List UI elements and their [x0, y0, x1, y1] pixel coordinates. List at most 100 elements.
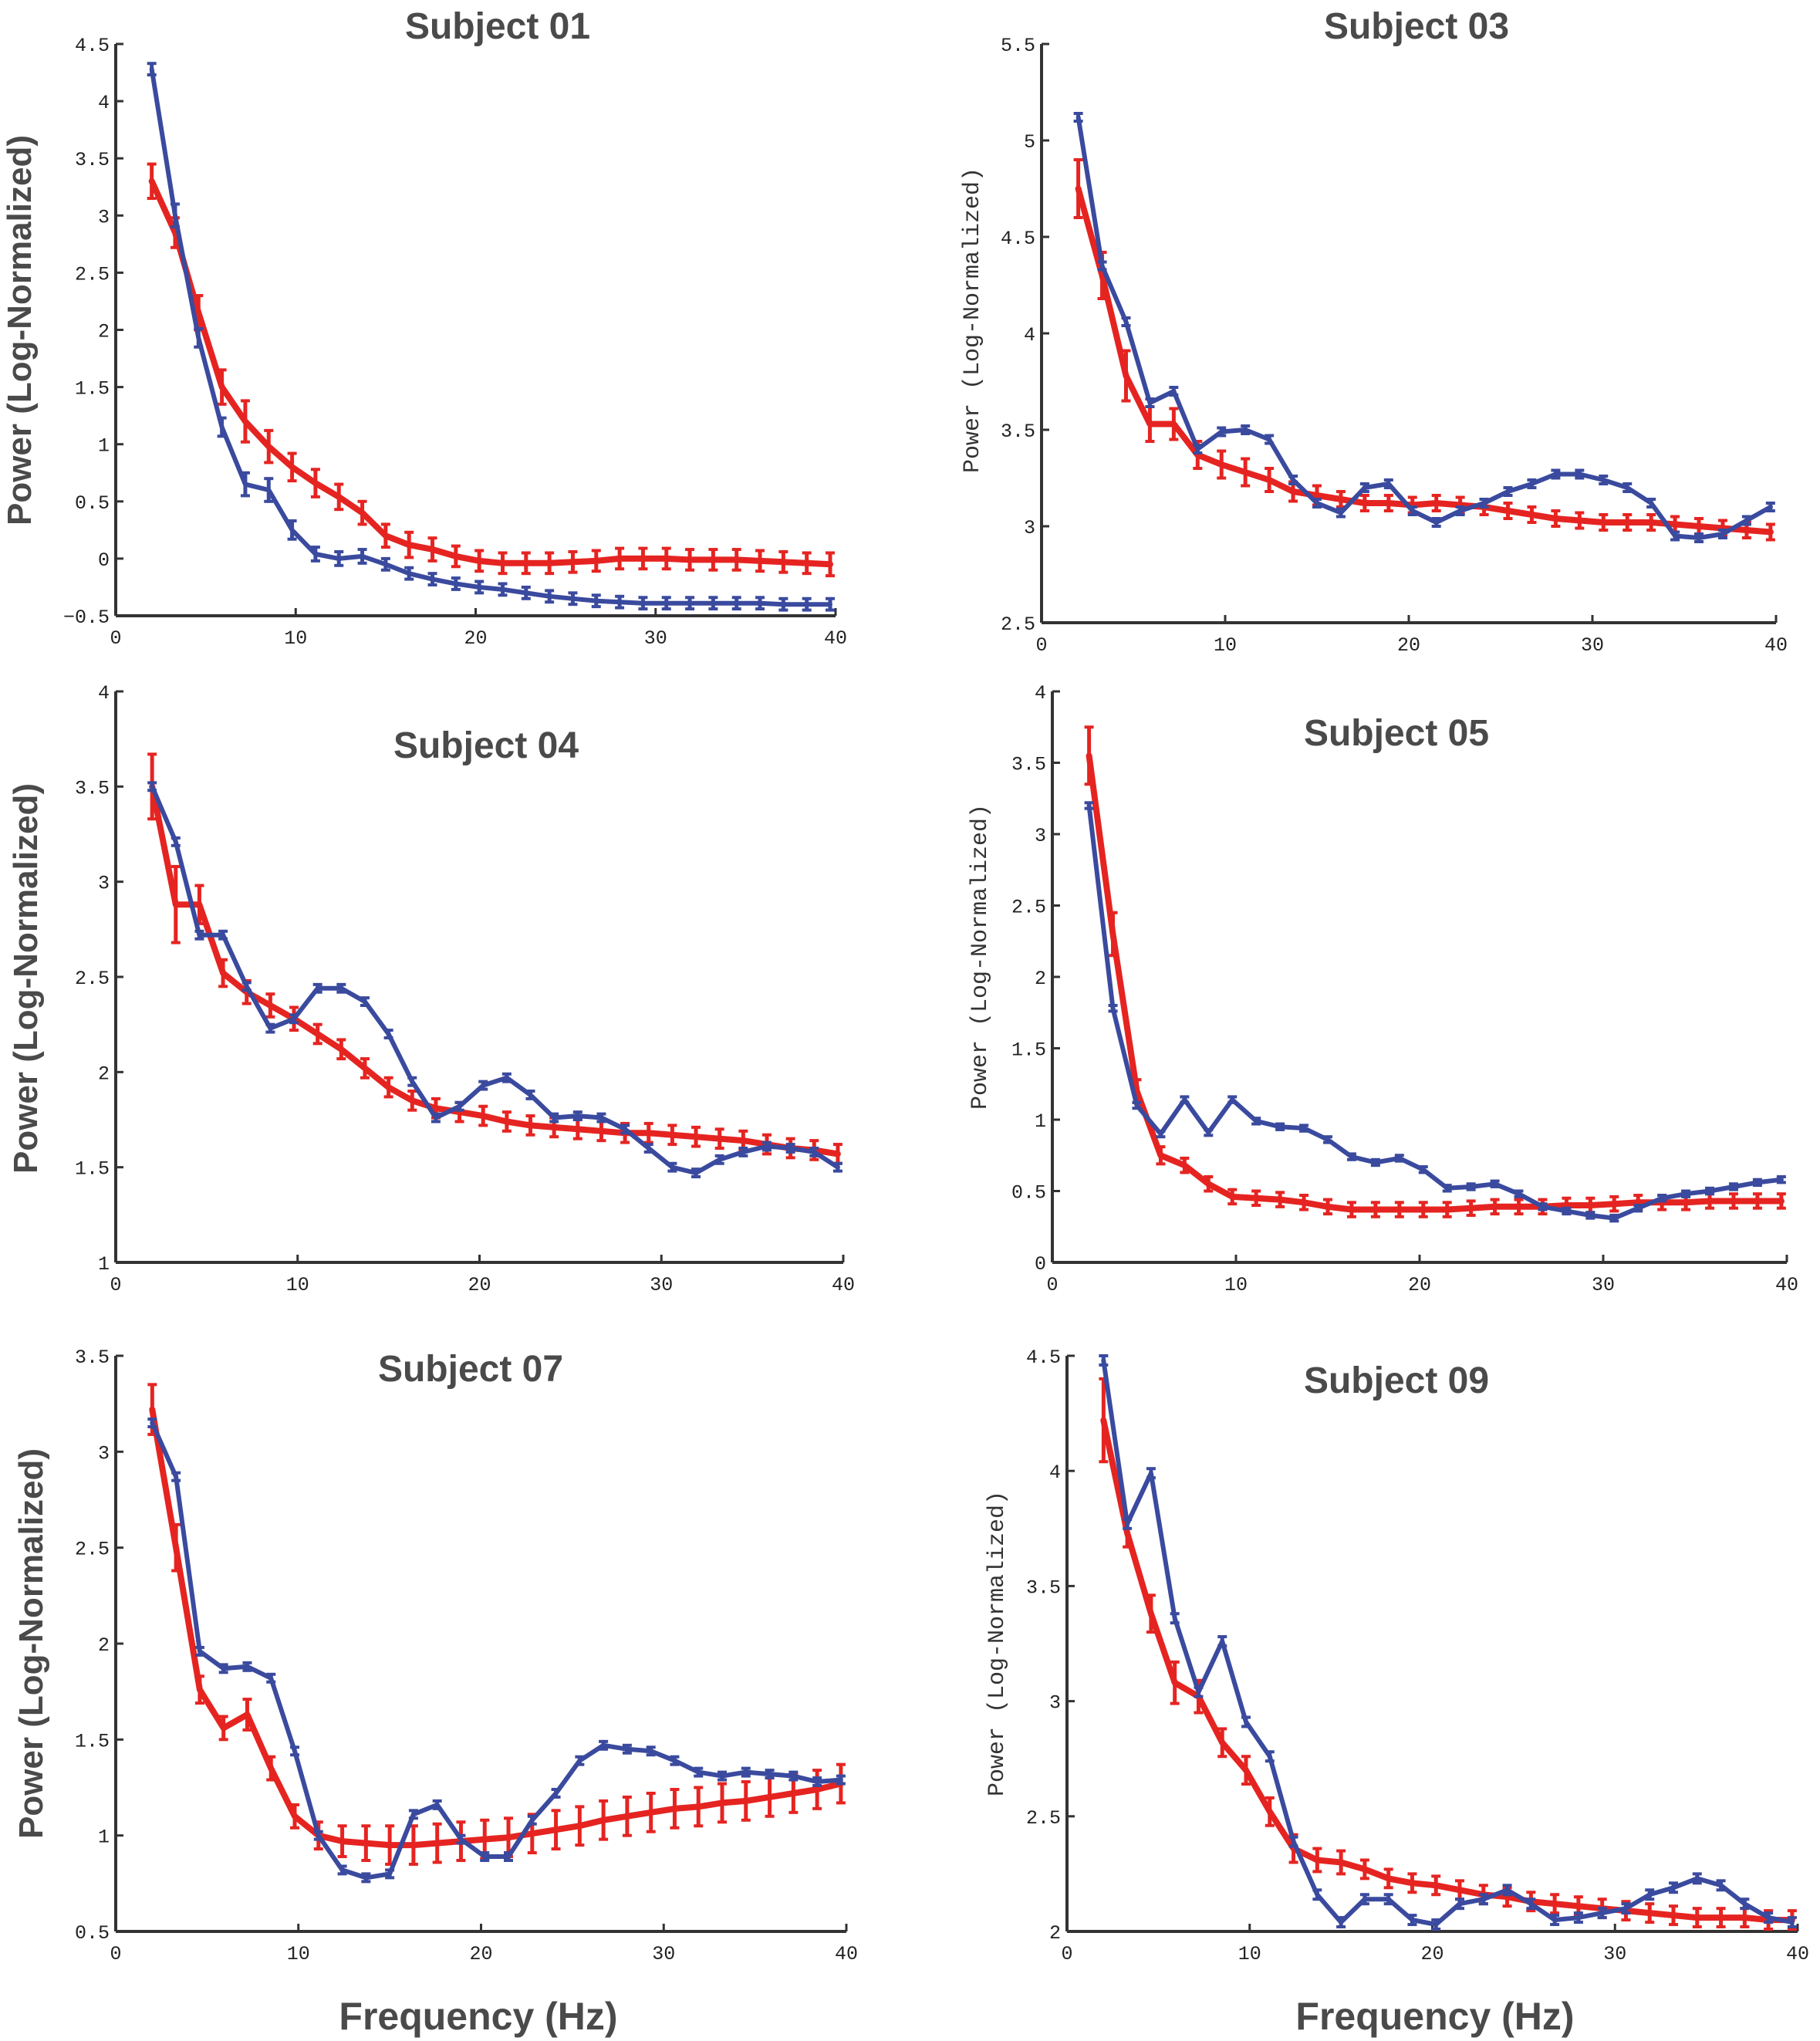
x-tick-label: 0	[1061, 1943, 1072, 1965]
x-tick-label: 20	[1408, 1274, 1431, 1296]
y-tick-label: 2	[98, 321, 110, 343]
series-line-red	[149, 783, 841, 1157]
series-blue-subject-07	[147, 1418, 846, 1884]
series-line-red	[1075, 185, 1774, 536]
series-blue-subject-01	[147, 62, 836, 612]
x-tick-label: 30	[652, 1943, 675, 1965]
series-red-subject-09	[1099, 1377, 1797, 1931]
y-tick-label: 1.5	[75, 1158, 110, 1181]
y-tick-label: 3.5	[75, 777, 110, 799]
x-tick-label: 30	[1592, 1274, 1615, 1296]
y-tick-label: 2	[1049, 1922, 1061, 1945]
x-tick-label: 10	[1214, 634, 1237, 657]
panel-subject-04: Subject 04 Power (Log-Normalized) 1 1.5 2 2.5…	[7, 682, 855, 1296]
y-tick-label: 4	[1024, 324, 1035, 346]
x-tick-label: 20	[464, 627, 487, 650]
series-red-subject-07	[147, 1383, 846, 1866]
y-tick-label: 5	[1024, 131, 1035, 154]
series-red-subject-05	[1084, 725, 1786, 1218]
x-tick-label: 40	[824, 627, 847, 650]
x-tick-label: 40	[832, 1274, 855, 1296]
y-tick-label: 3.5	[1026, 1576, 1061, 1599]
x-tick-label: 10	[1238, 1943, 1261, 1965]
y-tick-label: 2.5	[75, 263, 110, 286]
y-axis-label-subject-01: Power (Log-Normalized)	[1, 135, 39, 525]
x-tick-label: 30	[644, 627, 667, 650]
panel-subject-09: Subject 09 Power (Log-Normalized) 2 2.5 3 3.5…	[984, 1347, 1809, 1965]
y-tick-label: 0	[98, 549, 110, 572]
y-tick-label: 3.5	[1001, 421, 1035, 443]
y-tick-label: 3	[98, 206, 110, 228]
y-tick-label: 3	[1035, 825, 1046, 847]
y-tick-label: 1.5	[75, 378, 110, 400]
y-tick-label: 1.5	[1011, 1039, 1046, 1062]
series-line-blue	[149, 66, 832, 607]
panel-subject-05: Subject 05 Power (Log-Normalized) 0 0.5 1 1.5…	[967, 682, 1798, 1296]
y-tick-label: 3	[1049, 1692, 1061, 1715]
y-tick-label: −0.5	[63, 607, 110, 629]
x-tick-label: 0	[1046, 1274, 1058, 1296]
series-blue-subject-03	[1073, 112, 1775, 543]
series-line-red	[1086, 752, 1785, 1213]
panel-title-subject-07: Subject 07	[378, 1349, 563, 1390]
panel-title-subject-04: Subject 04	[393, 725, 579, 766]
x-tick-label: 30	[650, 1274, 673, 1296]
x-tick-label: 40	[1764, 634, 1788, 657]
y-tick-label: 2	[98, 1063, 110, 1085]
x-tick-label: 40	[835, 1943, 858, 1965]
x-tick-label: 10	[286, 1274, 309, 1296]
x-tick-label: 0	[110, 627, 121, 650]
y-tick-label: 4.5	[1026, 1347, 1061, 1369]
x-tick-label: 40	[1786, 1943, 1809, 1965]
y-tick-label: 4.5	[75, 35, 110, 57]
x-tick-label: 0	[110, 1274, 121, 1296]
y-tick-label: 4	[1035, 682, 1046, 705]
y-tick-label: 3.5	[75, 1347, 110, 1369]
series-line-blue	[1075, 115, 1773, 540]
y-tick-label: 1	[98, 1253, 110, 1276]
panel-title-subject-05: Subject 05	[1304, 713, 1489, 754]
x-axis-label: Frequency (Hz)	[1295, 1995, 1574, 2038]
y-tick-label: 2.5	[75, 968, 110, 990]
y-tick-label: 2	[98, 1634, 110, 1657]
series-line-red	[149, 1406, 844, 1849]
y-tick-label: 4	[98, 682, 110, 705]
x-axis-label: Frequency (Hz)	[339, 1995, 617, 2038]
x-tick-label: 0	[1035, 634, 1047, 657]
x-tick-label: 20	[1397, 634, 1420, 657]
y-tick-label: 3	[98, 1442, 110, 1465]
y-axis-label-subject-05: Power (Log-Normalized)	[967, 804, 994, 1110]
y-tick-label: 4.5	[1001, 228, 1035, 250]
x-tick-label: 40	[1775, 1274, 1798, 1296]
y-tick-label: 3.5	[75, 149, 110, 171]
x-tick-label: 10	[284, 627, 307, 650]
x-tick-label: 30	[1581, 634, 1604, 657]
series-blue-subject-05	[1084, 801, 1786, 1223]
y-axis-label-subject-04: Power (Log-Normalized)	[7, 783, 45, 1174]
series-blue-subject-04	[147, 781, 842, 1178]
series-line-blue	[150, 784, 840, 1176]
y-tick-label: 1.5	[75, 1730, 110, 1752]
y-tick-label: 0.5	[75, 492, 110, 515]
y-tick-label: 4	[98, 92, 110, 114]
x-tick-label: 10	[287, 1943, 310, 1965]
y-axis-label-subject-09: Power (Log-Normalized)	[984, 1491, 1011, 1796]
x-tick-label: 10	[1224, 1274, 1248, 1296]
x-tick-label: 0	[110, 1943, 121, 1965]
x-tick-label: 20	[468, 1274, 491, 1296]
x-tick-label: 30	[1603, 1943, 1626, 1965]
series-line-blue	[1101, 1358, 1795, 1927]
panel-title-subject-09: Subject 09	[1304, 1360, 1489, 1401]
y-tick-label: 0	[1035, 1253, 1046, 1276]
y-tick-label: 1	[98, 435, 110, 458]
y-tick-label: 2.5	[1011, 897, 1046, 919]
y-tick-label: 0.5	[75, 1922, 110, 1945]
y-tick-label: 3.5	[1011, 754, 1046, 776]
y-axis-label-subject-07: Power (Log-Normalized)	[12, 1448, 50, 1839]
x-tick-label: 20	[1420, 1943, 1444, 1965]
panel-subject-07: Subject 07 Power (Log-Normalized) 0.5 1 1.5 2…	[12, 1347, 858, 1965]
y-tick-label: 0.5	[1011, 1182, 1046, 1205]
series-blue-subject-09	[1099, 1354, 1797, 1931]
